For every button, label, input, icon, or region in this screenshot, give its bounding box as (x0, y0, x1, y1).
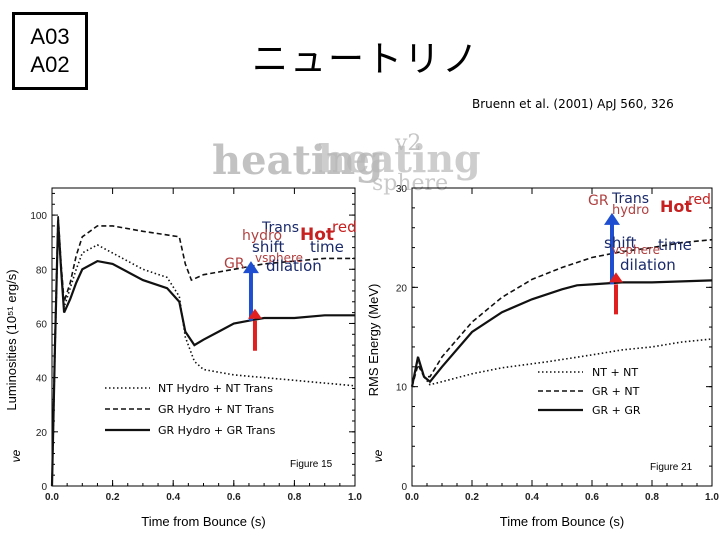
x-tick-label: 0.4 (166, 492, 180, 503)
annotation-hot-left: Hot (300, 225, 334, 245)
series-line-dotted (411, 338, 713, 387)
legend-label: GR Hydro + NT Trans (158, 403, 274, 416)
y-tick-label: 20 (36, 428, 48, 439)
x-axis-label: Time from Bounce (s) (500, 514, 625, 529)
annotation-vsphere-right: vsphere (612, 243, 660, 257)
overlay-word-v2: v2 (394, 131, 421, 156)
citation: Bruenn et al. (2001) ApJ 560, 326 (472, 97, 674, 111)
x-tick-label: 0.2 (106, 492, 120, 503)
overlay-word-heating-echo: heating (318, 136, 481, 181)
x-tick-label: 1.0 (348, 492, 362, 503)
rms-energy-chart: 0.0 0.2 0.4 0.6 0.8 1.0 0 10 20 30 NT + NT GR + NT G… (366, 184, 719, 529)
x-axis-label: Time from Bounce (s) (141, 514, 266, 529)
x-tick-label: 1.0 (705, 492, 719, 503)
x-tick-label: 0.8 (645, 492, 659, 503)
y-tick-label: 0 (41, 482, 47, 493)
y-tick-label: 10 (396, 383, 408, 394)
red-arrow-head (247, 308, 262, 319)
annotation-gr-right: GR (588, 193, 609, 209)
annotation-red-left: red (332, 218, 357, 236)
y-tick-label: 30 (396, 184, 408, 195)
annotation-shift-right: shift (604, 234, 637, 252)
figure-label: Figure 21 (650, 462, 693, 473)
blue-arrow-head (604, 212, 620, 225)
x-tick-label: 0.0 (405, 492, 419, 503)
series-line-dashed (51, 215, 355, 487)
y-tick-label: 60 (36, 319, 48, 330)
annotation-dilation-left: dilation (266, 257, 322, 275)
annotation-trans-right: Trans (611, 191, 649, 207)
red-arrow-head (609, 272, 623, 283)
annotation-red-right: red (688, 192, 711, 208)
y-tick-label: 100 (30, 211, 47, 222)
annotation-time-left: time (310, 238, 344, 256)
y-axis-symbol: νe (9, 449, 23, 462)
x-tick-label: 0.8 (287, 492, 301, 503)
x-tick-label: 0.4 (525, 492, 539, 503)
annotation-shift-left: shift (252, 238, 285, 256)
series-line-solid (410, 279, 713, 387)
annotation-hot-right: Hot (660, 197, 692, 216)
legend-label: GR Hydro + GR Trans (158, 424, 276, 437)
legend-label: GR + NT (592, 385, 640, 398)
annotation-hydro-right: hydro (612, 203, 649, 218)
figure-label: Figure 15 (290, 459, 333, 470)
legend-label: GR + GR (592, 404, 641, 417)
y-tick-label: 80 (36, 265, 48, 276)
overlay-word-sphere: sphere (372, 171, 448, 196)
y-axis-symbol: νe (371, 449, 385, 462)
annotation-hydro-left: hydro (242, 228, 282, 244)
x-tick-label: 0.6 (585, 492, 599, 503)
annotation-right: GR Trans hydro Hot red shift time vspher… (588, 191, 711, 274)
luminosity-chart: 0.0 0.2 0.4 0.6 0.8 1.0 0 20 40 60 80 100 NT Hydro +… (4, 187, 362, 529)
y-tick-label: 0 (401, 482, 407, 493)
legend-label: NT + NT (592, 366, 638, 379)
y-tick-label: 20 (396, 283, 408, 294)
annotation-trans-left: Trans (261, 220, 299, 236)
overlay-words: heating heating v2 sphere (212, 131, 481, 196)
tag-a03: A03 (30, 24, 70, 49)
series-line-dashed (411, 238, 713, 387)
x-tick-label: 0.0 (45, 492, 59, 503)
annotation-vsphere-left: vsphere (255, 251, 303, 265)
blue-arrow-head (242, 261, 259, 274)
annotation-dilation-right: dilation (620, 256, 676, 274)
tag-a02: A02 (30, 52, 70, 77)
x-tick-label: 0.2 (465, 492, 479, 503)
y-axis-label: RMS Energy (MeV) (366, 284, 381, 397)
legend-label: NT Hydro + NT Trans (158, 382, 273, 395)
plot-frame (411, 187, 713, 487)
x-tick-label: 0.6 (227, 492, 241, 503)
overlay-word-heating: heating (212, 137, 383, 184)
y-axis-label: Luminosities (10⁵¹ erg/s) (4, 269, 19, 410)
series-line-solid (50, 220, 355, 487)
annotation-gr-left: GR (224, 256, 245, 272)
tag-box: A03 A02 (12, 12, 88, 90)
annotation-time-right: time (658, 236, 692, 254)
annotation-left: GR Trans hydro Hot red shift time vspher… (224, 218, 357, 275)
y-tick-label: 40 (36, 374, 48, 385)
slide-title: ニュートリノ (252, 39, 481, 80)
